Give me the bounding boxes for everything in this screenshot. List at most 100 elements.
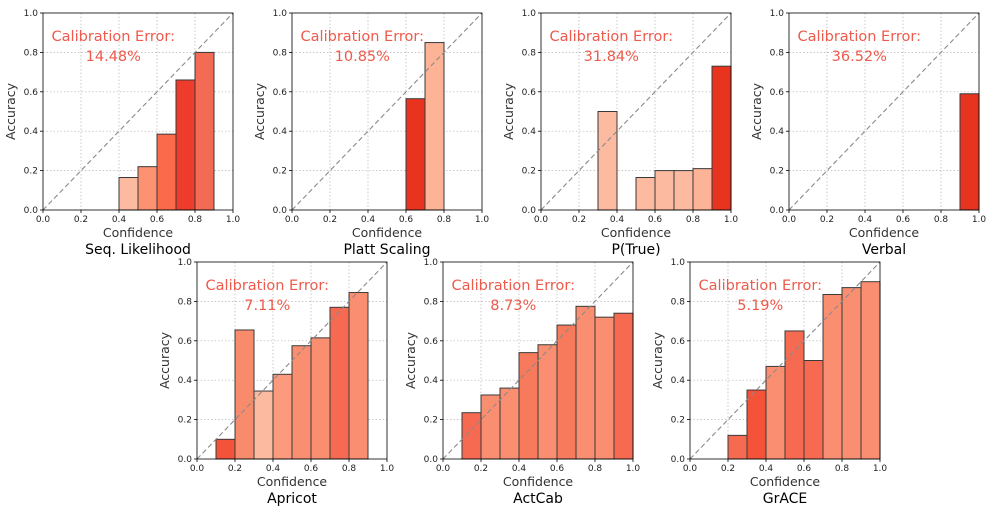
y-tick-label: 1.0 [424,258,439,268]
x-tick-label: 0.6 [648,215,663,225]
y-tick-label: 0.8 [671,297,686,307]
bar-7 [329,306,350,460]
calibration-error-value: 7.11% [244,298,290,314]
x-tick-label: 0.4 [266,464,281,474]
x-axis-label: Confidence [352,225,423,240]
bar-5 [803,360,824,460]
diagonal-line [291,12,483,211]
x-axis-label: Confidence [750,474,821,489]
bar-6 [822,294,843,460]
plot-frame [689,261,881,460]
y-axis-label: Accuracy [252,82,267,140]
y-tick-label: 1.0 [522,9,537,19]
bar-4 [518,352,539,460]
y-tick-label: 0.2 [273,167,287,177]
y-tick-label: 0.8 [770,48,785,58]
plot-frame [196,261,388,460]
chart-panel-4: 0.0 0.2 0.4 0.6 0.8 1.0 0.0 0.2 0.4 0.6 0.8 1.0 Conf… [749,9,986,258]
bar-2 [234,329,255,460]
bar-2 [635,176,656,211]
y-axis-label: Accuracy [749,82,764,140]
x-tick-label: 0.0 [190,464,205,474]
x-tick-label: 1.0 [475,215,490,225]
y-tick-label: 0.6 [424,337,439,347]
bar-1 [118,176,139,211]
plot-frame [442,261,634,460]
plot-frame [788,12,980,211]
y-tick-label: 0.4 [24,127,39,137]
chart-panel-2: 0.0 0.2 0.4 0.6 0.8 1.0 0.0 0.2 0.4 0.6 0.8 1.0 Conf… [252,9,489,258]
calibration-error-label: Calibration Error: [206,278,329,294]
x-axis-label: Confidence [601,225,672,240]
x-tick-label: 0.0 [534,215,549,225]
y-tick-label: 0.8 [522,48,537,58]
bar-1 [461,412,482,460]
x-axis-label: Confidence [257,474,328,489]
x-axis-label: Confidence [503,474,574,489]
y-tick-label: 0.0 [273,206,288,216]
chart-panel-5: 0.0 0.2 0.4 0.6 0.8 1.0 0.0 0.2 0.4 0.6 0.8 1.0 Conf… [157,258,394,507]
y-tick-label: 0.2 [671,416,685,426]
x-tick-label: 0.8 [588,464,603,474]
calibration-error-value: 5.19% [737,298,783,314]
method-name: P(True) [611,242,660,258]
x-tick-label: 0.0 [36,215,51,225]
bar-8 [348,292,369,460]
diagonal-line [788,12,980,211]
y-tick-label: 0.2 [522,167,536,177]
y-tick-label: 0.0 [671,455,686,465]
y-tick-label: 0.8 [178,297,193,307]
diagonal-line [689,261,881,460]
x-tick-label: 0.6 [150,215,165,225]
bar-9 [613,312,634,460]
x-tick-label: 0.8 [437,215,452,225]
calibration-error-value: 14.48% [86,49,141,65]
x-tick-label: 0.4 [512,464,527,474]
x-tick-label: 0.2 [572,215,586,225]
y-axis-label: Accuracy [403,331,418,389]
x-tick-label: 0.0 [782,215,797,225]
bar-2 [137,166,158,211]
x-tick-label: 0.4 [759,464,774,474]
bar-4 [673,170,694,211]
bar-2 [480,394,501,460]
bar-1 [405,98,426,211]
y-tick-label: 0.6 [24,88,39,98]
bar-6 [556,324,577,460]
diagonal-line [196,261,388,460]
bar-6 [711,65,732,211]
y-tick-label: 0.2 [178,416,192,426]
bar-8 [594,316,615,460]
calibration-error-label: Calibration Error: [550,29,673,45]
y-tick-label: 0.0 [24,206,39,216]
bar-8 [860,281,881,460]
calibration-error-label: Calibration Error: [452,278,575,294]
bar-1 [959,93,980,211]
y-tick-label: 0.4 [770,127,785,137]
x-tick-label: 1.0 [972,215,987,225]
bar-4 [272,373,293,460]
diagonal-line [540,12,732,211]
y-axis-label: Accuracy [3,82,18,140]
bar-1 [727,434,748,460]
bar-4 [784,330,805,460]
y-axis-label: Accuracy [157,331,172,389]
x-tick-label: 0.4 [610,215,625,225]
x-tick-label: 0.6 [304,464,319,474]
x-tick-label: 0.0 [285,215,300,225]
y-tick-label: 0.6 [770,88,785,98]
x-tick-label: 0.8 [686,215,701,225]
bar-3 [654,170,675,211]
y-axis-label: Accuracy [650,331,665,389]
x-axis-label: Confidence [103,225,174,240]
x-tick-label: 0.0 [683,464,698,474]
diagonal-line [442,261,634,460]
calibration-error-value: 8.73% [490,298,536,314]
calibration-error-value: 31.84% [584,49,639,65]
y-tick-label: 0.0 [522,206,537,216]
calibration-error-label: Calibration Error: [699,278,822,294]
y-tick-label: 1.0 [273,9,288,19]
y-tick-label: 0.4 [522,127,537,137]
y-tick-label: 1.0 [671,258,686,268]
